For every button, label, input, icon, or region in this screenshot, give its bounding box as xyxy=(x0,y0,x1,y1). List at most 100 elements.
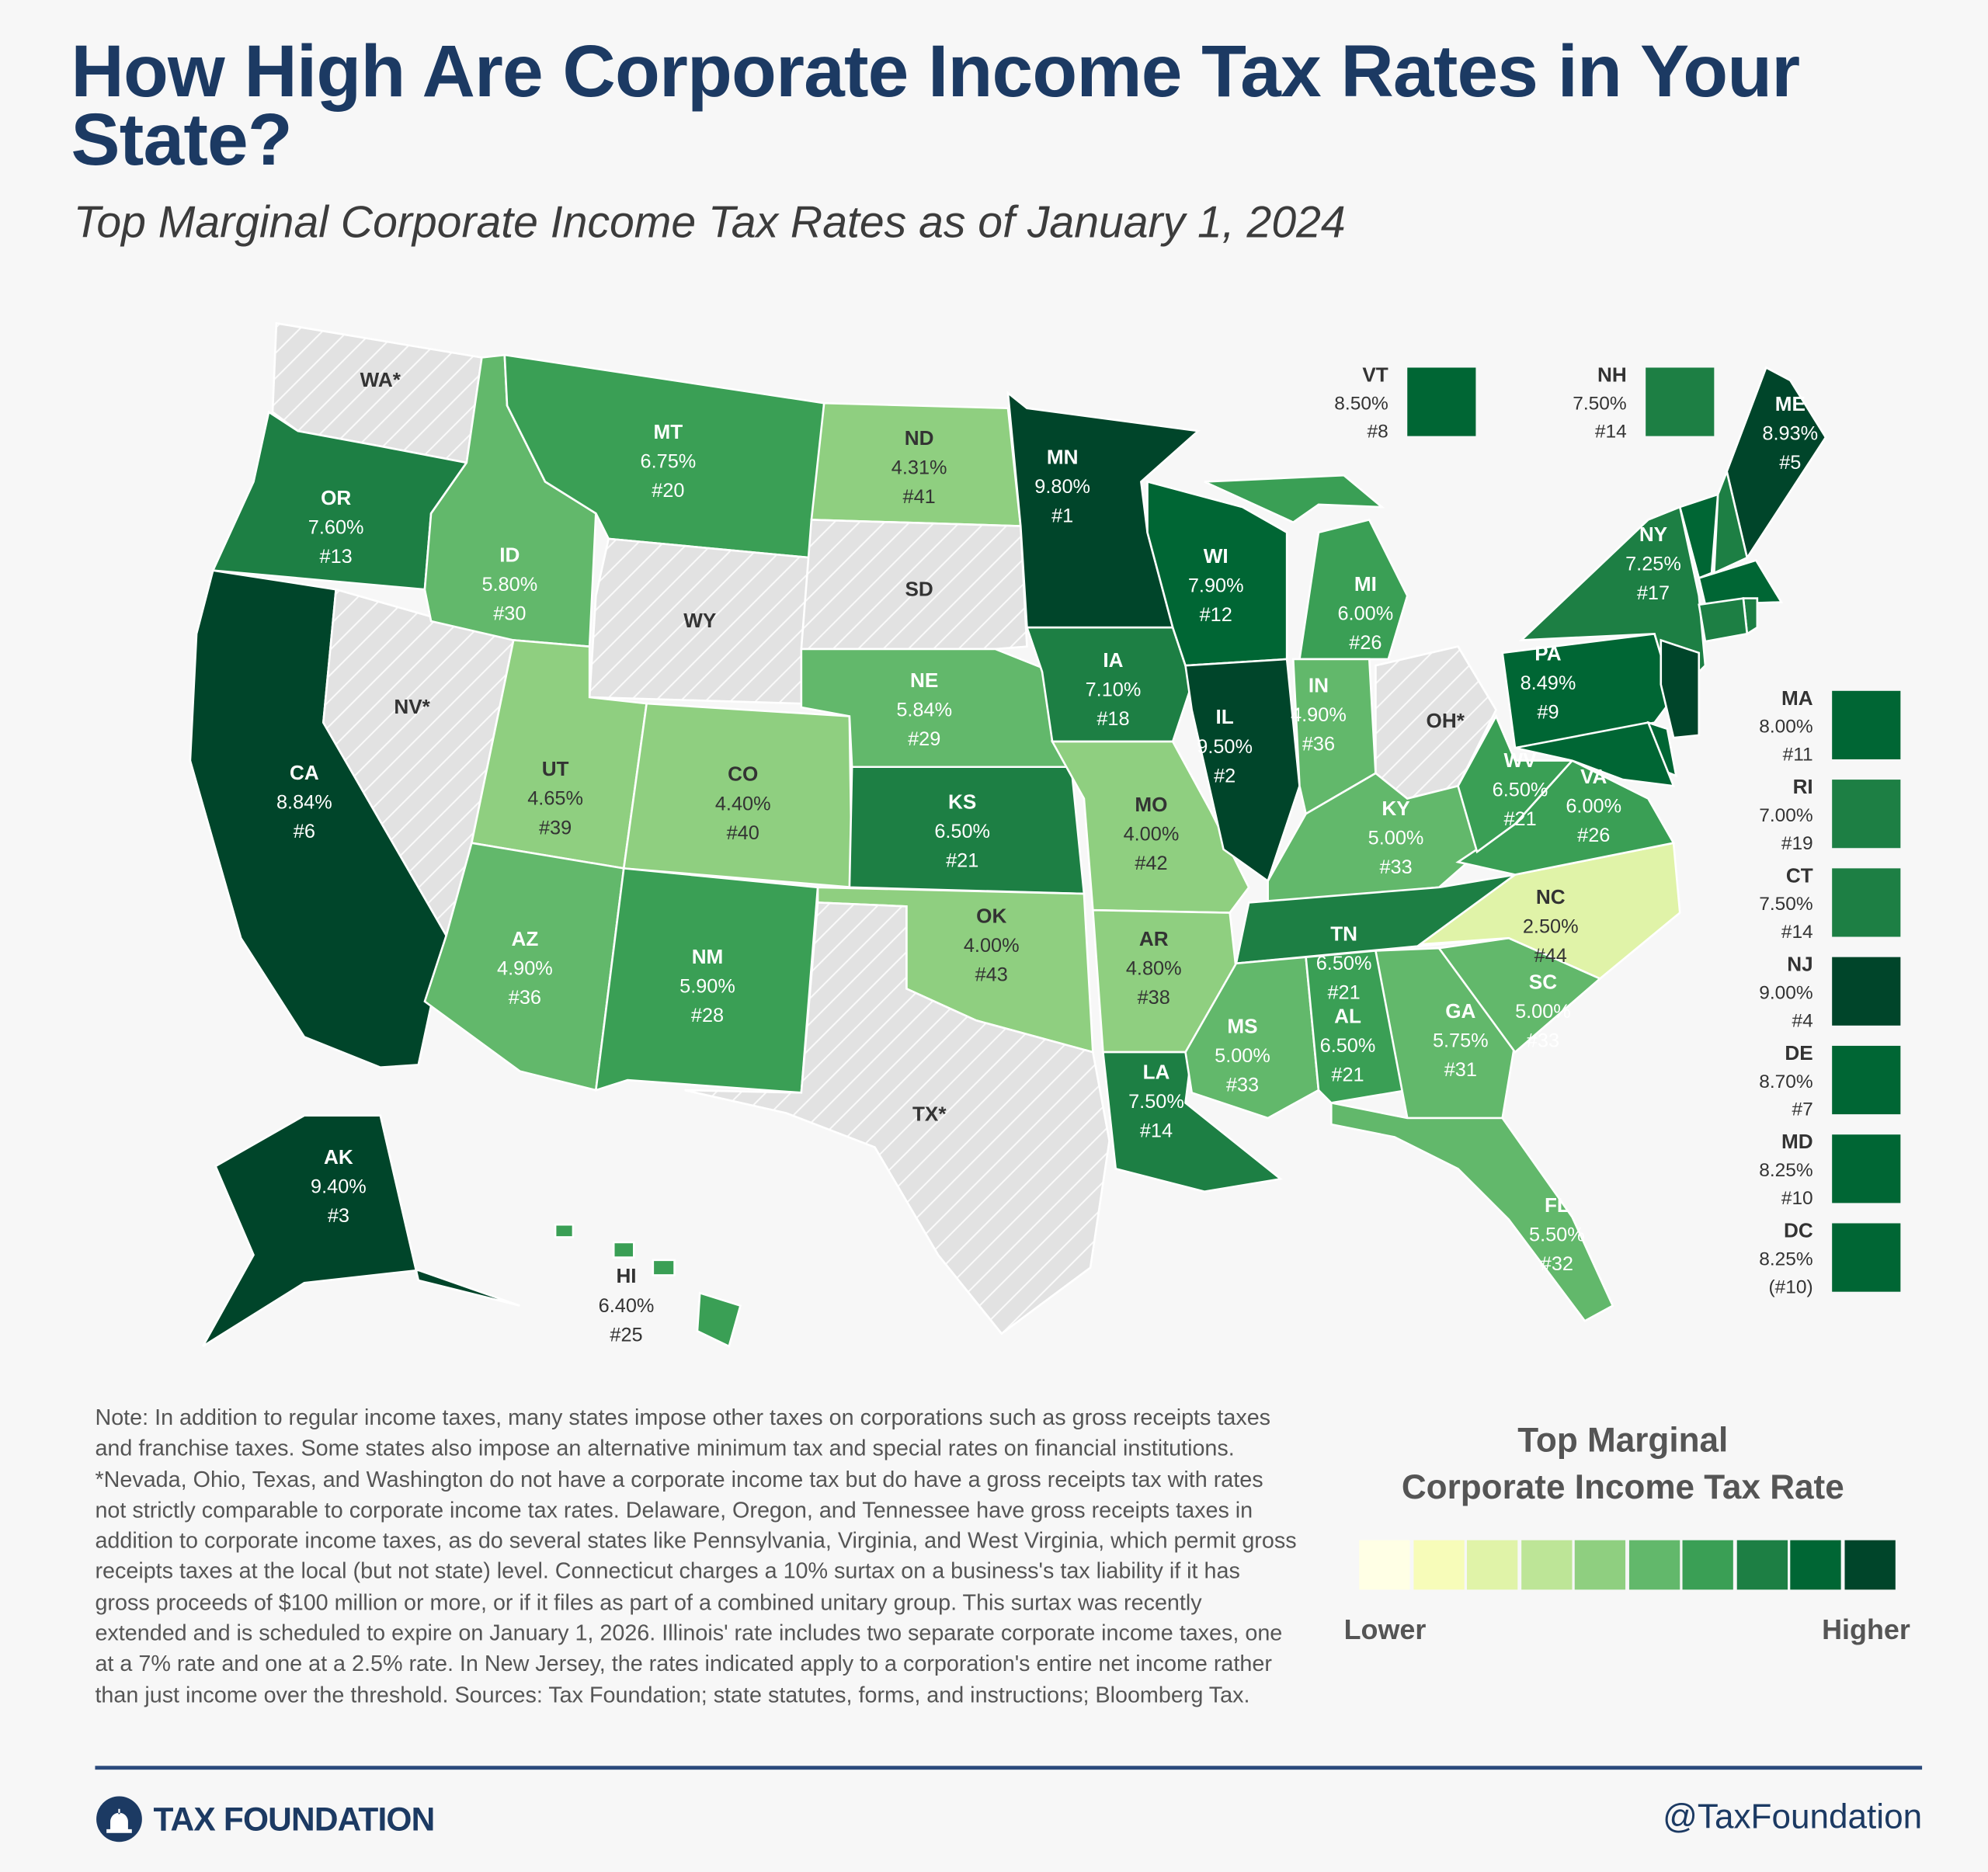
state-label-abbr: HI xyxy=(616,1264,636,1287)
state-label-rate: 4.65% xyxy=(527,788,583,810)
state-label-rate: 7.90% xyxy=(1188,575,1244,596)
state-label-abbr: NM xyxy=(692,945,724,968)
callout-swatch-ma xyxy=(1832,690,1901,759)
state-label-rank: #21 xyxy=(1331,1065,1364,1086)
state-label-abbr: WV xyxy=(1504,748,1538,772)
legend-swatch-9 xyxy=(1790,1540,1841,1590)
callout-abbr: MA xyxy=(1781,688,1813,710)
callout-ct: CT 7.50% #14 xyxy=(1759,863,1812,947)
state-label-rank: #13 xyxy=(320,546,353,568)
state-hi xyxy=(612,1241,635,1259)
state-label-abbr: MN xyxy=(1047,446,1079,469)
state-nj xyxy=(1660,638,1701,739)
state-md xyxy=(1514,721,1676,787)
state-label-abbr: GA xyxy=(1445,999,1475,1023)
state-label-abbr: WI xyxy=(1204,544,1229,568)
state-label-rank: #43 xyxy=(975,964,1008,986)
state-label-rank: #12 xyxy=(1200,604,1232,626)
state-hi xyxy=(652,1259,676,1276)
state-label-abbr: LA xyxy=(1143,1060,1170,1083)
state-label-rate: 7.25% xyxy=(1625,554,1681,575)
state-label-abbr: UT xyxy=(542,757,569,780)
state-label-rank: #33 xyxy=(1379,856,1412,878)
state-label-rate: 5.84% xyxy=(896,699,952,721)
state-label-abbr: FL xyxy=(1545,1193,1569,1217)
legend-high-label: Higher xyxy=(1822,1613,1910,1646)
callout-rank: #14 xyxy=(1594,421,1627,443)
legend-swatch-1 xyxy=(1359,1540,1410,1590)
state-label-abbr: OK xyxy=(976,905,1006,928)
callout-rate: 8.25% xyxy=(1759,1159,1813,1182)
state-label-abbr: OH* xyxy=(1427,709,1465,732)
state-label-rank: #3 xyxy=(328,1205,349,1227)
legend-title-line1: Top Marginal xyxy=(1517,1421,1729,1460)
state-label-abbr: WA* xyxy=(360,368,401,391)
state-label-abbr: NY xyxy=(1639,523,1667,546)
legend-swatch-2 xyxy=(1413,1540,1464,1590)
state-mo xyxy=(1050,740,1250,914)
state-label-rate: 4.00% xyxy=(964,935,1020,957)
state-label-rate: 4.31% xyxy=(891,457,947,479)
state-nm xyxy=(594,867,819,1094)
state-label-rank: #17 xyxy=(1637,582,1670,604)
callout-abbr: DC xyxy=(1783,1221,1813,1242)
legend-swatch-5 xyxy=(1574,1540,1626,1590)
state-ny xyxy=(1518,505,1707,700)
state-label-abbr: WY xyxy=(683,609,716,632)
state-label-rate: 4.40% xyxy=(715,793,771,814)
state-label-rate: 6.75% xyxy=(641,450,697,472)
state-pa xyxy=(1501,632,1675,749)
state-label-rank: #25 xyxy=(610,1324,642,1346)
callout-de: DE 8.70% #7 xyxy=(1759,1040,1812,1124)
state-label-rank: #26 xyxy=(1349,632,1382,654)
state-label-abbr: MO xyxy=(1135,793,1167,816)
state-label-abbr: CA xyxy=(290,761,319,784)
state-label-rate: 9.40% xyxy=(311,1176,367,1197)
state-label-rate: 2.50% xyxy=(1523,916,1579,938)
state-label-rank: #20 xyxy=(652,480,684,502)
state-label-abbr: SD xyxy=(905,577,933,600)
callout-rate: 8.25% xyxy=(1759,1249,1813,1270)
state-ma xyxy=(1698,559,1784,606)
state-label-rate: 6.40% xyxy=(599,1295,655,1317)
state-mi xyxy=(1204,474,1385,524)
callout-abbr: NH xyxy=(1597,365,1627,387)
state-label-rate: 9.50% xyxy=(1197,736,1253,758)
state-label-rank: #21 xyxy=(1503,808,1536,830)
state-label-abbr: ID xyxy=(499,543,520,566)
state-ak xyxy=(202,1114,520,1347)
state-sd xyxy=(800,519,1028,651)
legend-swatch-4 xyxy=(1521,1540,1572,1590)
state-label-abbr: KY xyxy=(1382,797,1409,820)
callout-swatch-nh xyxy=(1646,367,1715,436)
callout-abbr: MD xyxy=(1781,1131,1813,1154)
state-vt xyxy=(1678,492,1719,580)
callout-abbr: RI xyxy=(1792,776,1813,799)
legend-swatch-7 xyxy=(1682,1540,1733,1590)
state-label-rank: #32 xyxy=(1541,1253,1573,1275)
state-label-rate: 6.50% xyxy=(1320,1035,1376,1057)
callout-vt: VT 8.50% #8 xyxy=(1334,363,1388,446)
capitol-dome-icon xyxy=(96,1796,142,1842)
callout-rate: 8.70% xyxy=(1759,1071,1813,1093)
state-label-abbr: VA xyxy=(1580,765,1607,788)
state-label-rate: 6.00% xyxy=(1337,603,1393,624)
state-label-abbr: MT xyxy=(654,420,683,443)
state-label-rate: 5.00% xyxy=(1368,827,1424,849)
state-label-abbr: PA xyxy=(1534,642,1561,665)
state-label-rank: #44 xyxy=(1534,945,1567,967)
callout-rate: 8.00% xyxy=(1759,716,1813,738)
callout-rank: #19 xyxy=(1781,832,1813,855)
callout-swatch-md xyxy=(1832,1134,1901,1203)
state-label-rate: 5.00% xyxy=(1215,1045,1270,1067)
callout-rank: #7 xyxy=(1792,1099,1813,1121)
state-label-rate: 7.50% xyxy=(1128,1091,1184,1113)
callout-rate: 7.00% xyxy=(1759,804,1813,827)
state-label-rate: 4.90% xyxy=(1291,704,1347,726)
state-label-rate: 4.00% xyxy=(1124,823,1180,845)
state-tx xyxy=(684,901,1110,1335)
state-label-rate: 8.93% xyxy=(1762,423,1818,445)
note: Note: In addition to regular income taxe… xyxy=(95,1404,1297,1707)
state-wy xyxy=(588,537,813,705)
legend-swatch-3 xyxy=(1466,1540,1518,1590)
